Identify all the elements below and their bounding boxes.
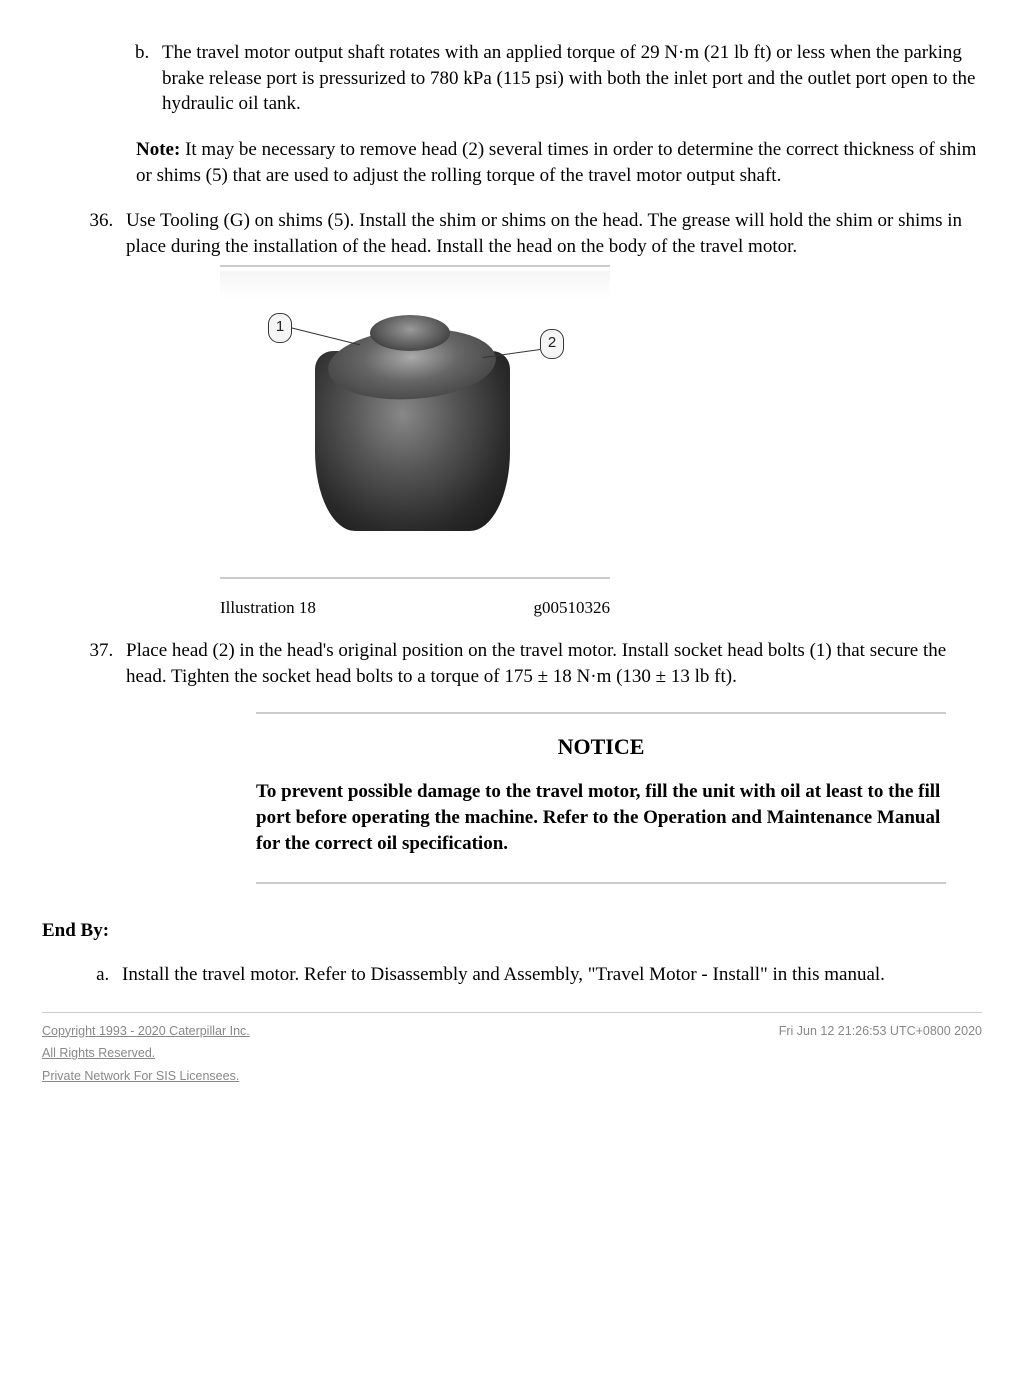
- notice-body: To prevent possible damage to the travel…: [256, 779, 946, 856]
- step-36-text: Use Tooling (G) on shims (5). Install th…: [126, 210, 962, 257]
- notice-title: NOTICE: [256, 732, 946, 762]
- illustration-caption: Illustration 18 g00510326: [220, 597, 610, 620]
- note-text: It may be necessary to remove head (2) s…: [136, 139, 976, 186]
- footer-timestamp: Fri Jun 12 21:26:53 UTC+0800 2020: [779, 1023, 982, 1040]
- end-by-list: Install the travel motor. Refer to Disas…: [42, 962, 982, 988]
- illustration-label: Illustration 18: [220, 597, 316, 620]
- notice-block: NOTICE To prevent possible damage to the…: [256, 712, 946, 885]
- note-block: Note: It may be necessary to remove head…: [136, 137, 982, 188]
- notice-top-rule: [256, 712, 946, 714]
- illustration-top-rule: [220, 265, 610, 267]
- step-37-text: Place head (2) in the head's original po…: [126, 640, 946, 687]
- sub-step-list: The travel motor output shaft rotates wi…: [42, 40, 982, 117]
- step-36: Use Tooling (G) on shims (5). Install th…: [118, 208, 982, 620]
- footer-network: Private Network For SIS Licensees.: [42, 1068, 250, 1085]
- step-37: Place head (2) in the head's original po…: [118, 638, 982, 884]
- end-by-heading: End By:: [42, 918, 982, 944]
- footer-left: Copyright 1993 - 2020 Caterpillar Inc. A…: [42, 1023, 250, 1092]
- footer-rights: All Rights Reserved.: [42, 1045, 250, 1062]
- note-label: Note:: [136, 139, 180, 160]
- page-footer: Copyright 1993 - 2020 Caterpillar Inc. A…: [42, 1023, 982, 1092]
- footer-copyright: Copyright 1993 - 2020 Caterpillar Inc.: [42, 1023, 250, 1040]
- end-by-item-a: Install the travel motor. Refer to Disas…: [114, 962, 982, 988]
- sub-step-b: The travel motor output shaft rotates wi…: [154, 40, 982, 117]
- main-step-list: Use Tooling (G) on shims (5). Install th…: [42, 208, 982, 884]
- illustration-bottom-rule: [220, 577, 610, 579]
- callout-2: 2: [540, 329, 564, 359]
- callout-1: 1: [268, 313, 292, 343]
- illustration-block: 1 2 Illustration 18 g00510326: [220, 265, 982, 620]
- page-content: The travel motor output shaft rotates wi…: [42, 40, 982, 1091]
- notice-bottom-rule: [256, 882, 946, 884]
- illustration-image: 1 2: [220, 271, 610, 561]
- footer-rule: [42, 1012, 982, 1013]
- illustration-code: g00510326: [534, 597, 611, 620]
